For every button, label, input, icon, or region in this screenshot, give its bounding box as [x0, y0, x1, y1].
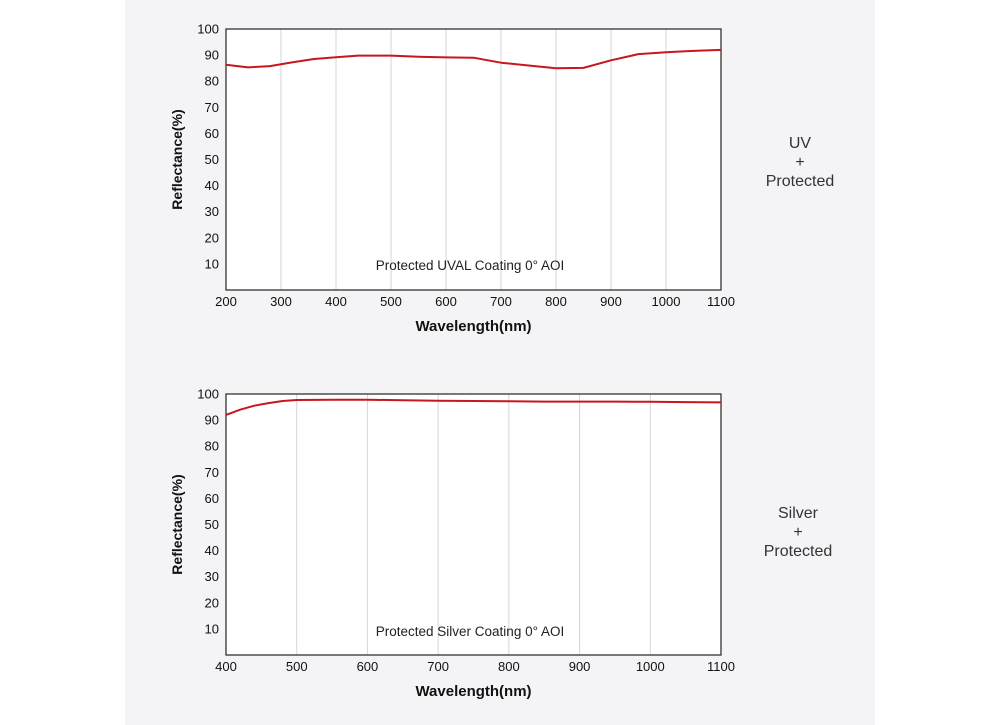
y-tick-label: 80: [205, 74, 219, 89]
y-tick-label: 100: [197, 387, 219, 402]
y-tick-label: 10: [205, 256, 219, 271]
plot-area: [226, 394, 721, 655]
side-label-line: +: [795, 154, 805, 171]
x-tick-label: 500: [286, 659, 308, 674]
y-tick-label: 100: [197, 22, 219, 37]
chart-annotation: Protected UVAL Coating 0° AOI: [376, 258, 565, 273]
x-tick-label: 300: [270, 294, 292, 309]
plot-frame: [225, 393, 722, 656]
y-tick-label: 40: [205, 543, 219, 558]
y-tick-label: 60: [205, 491, 219, 506]
x-tick-label: 800: [545, 294, 567, 309]
plot-frame: [225, 28, 722, 291]
x-tick-label: 200: [215, 294, 237, 309]
side-label-uv: UV + Protected: [740, 134, 860, 191]
x-tick-label: 600: [435, 294, 457, 309]
y-tick-label: 90: [205, 48, 219, 63]
y-axis-label: Reflectance(%): [169, 474, 185, 574]
y-tick-label: 20: [205, 595, 219, 610]
chart-1: 10 20 30 40 50 60 70 80 90 100 200 300 400 500 600 700 8…: [169, 22, 735, 336]
x-tick-label: 900: [569, 659, 591, 674]
chart-annotation: Protected Silver Coating 0° AOI: [376, 624, 565, 639]
side-label-line: UV: [788, 135, 812, 152]
plot-area: [226, 29, 721, 290]
x-tick-label: 500: [380, 294, 402, 309]
x-tick-label: 1000: [652, 294, 681, 309]
y-axis-label: Reflectance(%): [169, 109, 185, 209]
side-label-silver: Silver + Protected: [738, 504, 858, 561]
y-tick-label: 40: [205, 178, 219, 193]
y-tick-label: 70: [205, 465, 219, 480]
x-tick-label: 600: [357, 659, 379, 674]
y-tick-label: 10: [205, 621, 219, 636]
y-tick-label: 70: [205, 100, 219, 115]
x-tick-label: 1100: [707, 659, 735, 674]
x-tick-label: 700: [490, 294, 512, 309]
side-label-line: Silver: [777, 505, 818, 522]
side-label-line: Protected: [763, 543, 833, 560]
x-tick-label: 700: [427, 659, 449, 674]
x-tick-label: 800: [498, 659, 520, 674]
side-label-line: Protected: [765, 173, 835, 190]
x-tick-label: 900: [600, 294, 622, 309]
x-tick-label: 1000: [636, 659, 665, 674]
y-tick-label: 20: [205, 230, 219, 245]
x-axis-label: Wavelength(nm): [415, 683, 531, 700]
x-tick-label: 400: [325, 294, 347, 309]
x-axis-label: Wavelength(nm): [415, 318, 531, 335]
chart-2: 10 20 30 40 50 60 70 80 90 100 400 500 600 700 800 900 1…: [169, 387, 735, 701]
y-tick-label: 60: [205, 126, 219, 141]
y-tick-label: 50: [205, 152, 219, 167]
side-label-line: +: [793, 524, 803, 541]
x-tick-label: 400: [215, 659, 237, 674]
y-tick-label: 30: [205, 569, 219, 584]
series-line: [225, 398, 722, 416]
y-tick-label: 50: [205, 517, 219, 532]
x-tick-label: 1100: [707, 294, 735, 309]
y-tick-label: 90: [205, 413, 219, 428]
y-tick-label: 80: [205, 439, 219, 454]
y-tick-label: 30: [205, 204, 219, 219]
series-line: [225, 48, 722, 70]
